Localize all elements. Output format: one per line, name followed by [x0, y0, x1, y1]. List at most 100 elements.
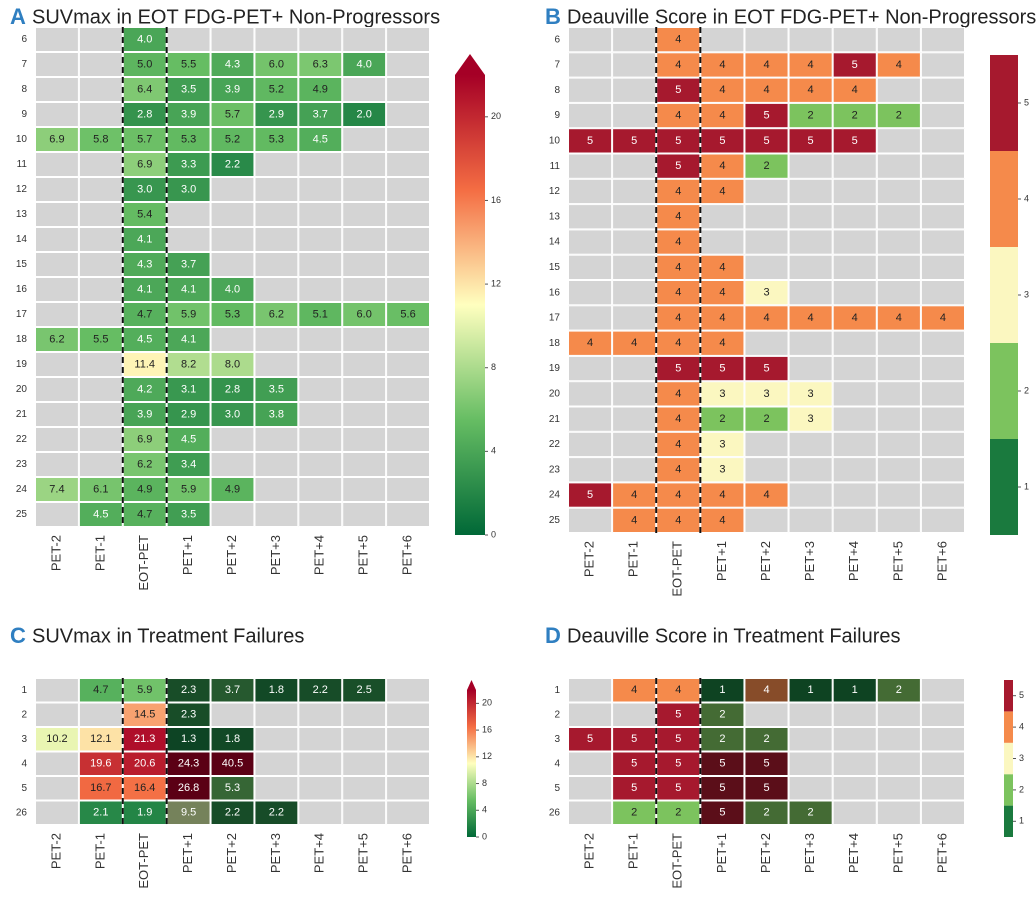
heatmap-cell	[744, 52, 789, 78]
empty-cell	[568, 355, 613, 382]
empty-cell	[876, 27, 921, 53]
empty-cell	[78, 102, 123, 127]
empty-cell	[612, 27, 657, 53]
column-label: PET-2	[48, 833, 63, 869]
row-label: 12	[16, 184, 28, 195]
empty-cell	[568, 280, 613, 306]
empty-cell	[876, 280, 921, 306]
heatmap-cell	[744, 727, 789, 752]
empty-cell	[386, 127, 431, 152]
row-label: 2	[554, 709, 560, 720]
empty-cell	[35, 352, 79, 377]
empty-cell	[298, 402, 343, 427]
row-label: 15	[16, 259, 28, 270]
empty-cell	[298, 252, 343, 277]
heatmap-cell	[254, 402, 299, 427]
colorbar-tick-label: 0	[482, 831, 487, 841]
heatmap-cell	[210, 377, 255, 402]
empty-cell	[386, 727, 431, 752]
empty-cell	[35, 452, 79, 477]
empty-cell	[342, 252, 387, 277]
panel: B Deauville Score in EOT FDG-PET+ Non-Pro…	[545, 4, 1036, 597]
cell-value-label: 4	[852, 312, 858, 324]
column-label: PET+4	[312, 535, 327, 575]
heatmap-cell	[78, 477, 123, 502]
cell-value-label: 6.3	[313, 58, 328, 70]
cell-value-label: 1	[852, 684, 858, 696]
empty-cell	[568, 381, 613, 407]
colorbar-tick-label: 1	[1024, 481, 1029, 491]
empty-cell	[920, 77, 966, 103]
empty-cell	[298, 477, 343, 502]
heatmap-cell	[832, 678, 877, 703]
colorbar-tick-label: 16	[482, 724, 492, 734]
colorbar-segment	[990, 55, 1018, 151]
panel-letter: A	[10, 4, 26, 29]
cell-value-label: 5	[587, 489, 593, 501]
heatmap-cell	[788, 102, 833, 129]
row-label: 1	[21, 685, 27, 696]
empty-cell	[342, 776, 387, 801]
cell-value-label: 4	[763, 684, 769, 696]
empty-cell	[298, 727, 343, 752]
row-label: 17	[549, 313, 561, 324]
empty-cell	[166, 27, 211, 52]
column-label: PET+1	[180, 833, 195, 873]
empty-cell	[832, 381, 877, 407]
colorbar-tick-label: 4	[1024, 193, 1029, 203]
cell-value-label: 5.2	[225, 133, 240, 145]
empty-cell	[612, 406, 657, 432]
heatmap-cell	[832, 305, 877, 331]
row-label: 5	[554, 783, 560, 794]
heatmap-cell	[254, 302, 299, 327]
empty-cell	[210, 27, 255, 52]
empty-cell	[876, 702, 921, 727]
heatmap-cell	[700, 128, 745, 154]
panel-title: Deauville Score in EOT FDG-PET+ Non-Prog…	[567, 6, 1036, 28]
row-label: 4	[21, 758, 27, 769]
cell-value-label: 4	[896, 59, 902, 71]
colorbar-tick-label: 20	[491, 111, 501, 121]
empty-cell	[78, 427, 123, 452]
heatmap-cell	[832, 102, 877, 129]
cell-value-label: 2	[719, 709, 725, 721]
heatmap-cell	[254, 127, 299, 152]
heatmap-cell	[788, 381, 833, 407]
empty-cell	[876, 727, 921, 752]
empty-cell	[832, 702, 877, 727]
heatmap-cell	[700, 482, 745, 508]
cell-value-label: 1.8	[225, 733, 240, 745]
colorbar-tick-label: 16	[491, 195, 501, 205]
heatmap-cell	[166, 302, 211, 327]
empty-cell	[78, 352, 123, 377]
empty-cell	[612, 305, 657, 331]
heatmap-cell	[342, 302, 387, 327]
empty-cell	[210, 702, 255, 727]
colorbar-segment	[1004, 742, 1013, 775]
empty-cell	[920, 27, 966, 53]
column-label: PET+1	[714, 541, 729, 581]
cell-value-label: 5.3	[225, 782, 240, 794]
column-label: PET+6	[934, 833, 949, 873]
empty-cell	[166, 227, 211, 252]
cell-value-label: 2	[896, 684, 902, 696]
heatmap-cell	[568, 727, 613, 752]
empty-cell	[920, 727, 966, 752]
cell-value-label: 4	[587, 337, 593, 349]
cell-value-label: 5.9	[181, 483, 196, 495]
heatmap-cell	[166, 477, 211, 502]
cell-value-label: 5	[852, 135, 858, 147]
empty-cell	[342, 427, 387, 452]
empty-cell	[920, 355, 966, 382]
empty-cell	[166, 202, 211, 227]
cell-value-label: 4	[719, 287, 725, 299]
column-label: PET+5	[890, 833, 905, 873]
empty-cell	[342, 751, 387, 776]
panel-letter: C	[10, 623, 26, 648]
colorbar-segment	[990, 439, 1018, 535]
empty-cell	[920, 381, 966, 407]
column-label: PET+4	[846, 541, 861, 581]
cell-value-label: 3	[719, 388, 725, 400]
empty-cell	[832, 254, 877, 280]
column-label: PET-1	[92, 833, 107, 869]
